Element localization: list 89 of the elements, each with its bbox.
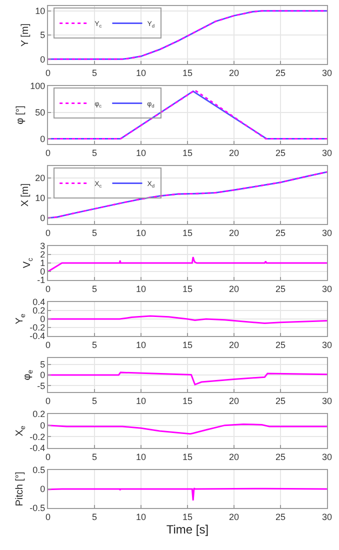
y-tick-label: -5 [37,380,46,391]
x-tick-label: 10 [136,512,146,522]
y-tick-label: -0.2 [30,432,46,442]
x-tick-label: 5 [92,396,98,406]
y-tick-label: -0.5 [30,503,46,514]
y-tick-label: 1 [40,258,46,268]
line-series [48,171,327,219]
x-tick-label: 10 [136,68,146,78]
x-tick-label: 25 [275,228,286,238]
y-tick-label: -1 [37,275,46,286]
y-tick-label: 2 [40,250,46,260]
y-tick-label: 0 [40,370,46,380]
y-tick-label: 0 [40,314,46,324]
x-tick-label: 10 [136,452,146,462]
x-tick-label: 20 [228,284,240,294]
x-tick-label: 10 [136,284,146,294]
y-tick-label: 3 [40,241,46,252]
y-tick-label: 10 [35,6,46,16]
x-tick-label: 10 [136,340,146,350]
y-tick-label: 0 [40,213,46,224]
y-tick-label: -0.2 [30,322,46,333]
x-tick-label: 30 [322,452,332,462]
y-tick-label: 0 [40,266,46,277]
y-tick-label: 50 [35,108,46,118]
x-tick-label: 25 [275,284,286,294]
x-tick-label: 25 [275,452,286,462]
x-tick-label: 15 [182,228,193,238]
line-series [48,423,327,435]
y-tick-label: 0.2 [32,306,46,316]
x-tick-label: 20 [228,68,240,78]
x-tick-label: 30 [322,284,332,294]
x-tick-label: 5 [92,340,98,350]
y-tick-label: 10 [35,193,46,204]
x-tick-label: 5 [92,68,98,78]
y-tick-label: -0.4 [30,331,46,342]
x-tick-label: 15 [182,452,193,462]
x-tick-label: 10 [136,148,146,158]
line-series [48,256,327,272]
line-series [48,487,327,502]
y-tick-label: 0 [40,134,46,144]
x-tick-label: 30 [322,148,332,158]
x-tick-label: 20 [228,512,240,522]
y-tick-label: 0.2 [32,409,46,420]
x-tick-label: 25 [275,396,286,406]
x-tick-label: 30 [322,228,332,238]
x-axis-title: Time [s] [166,522,209,537]
y-tick-label: 0.4 [32,297,46,308]
x-tick-label: 10 [136,396,146,406]
x-tick-label: 30 [322,68,332,78]
y-axis-title: X [m] [20,183,32,207]
x-tick-label: 20 [228,396,240,406]
x-tick-label: 15 [182,512,193,522]
y-tick-label: 5 [40,360,46,370]
x-tick-label: 5 [92,452,98,462]
x-tick-label: 15 [182,396,193,406]
x-tick-label: 20 [228,452,240,462]
x-tick-label: 25 [275,68,286,78]
x-tick-label: 20 [228,228,240,238]
x-tick-label: 15 [182,68,193,78]
y-tick-label: 0.5 [32,465,46,476]
y-tick-label: 5 [40,30,46,40]
y-axis-title: φ [°] [15,105,26,124]
y-tick-label: 0 [40,484,46,494]
x-tick-label: 5 [92,148,98,158]
x-tick-label: 25 [275,148,286,158]
x-tick-label: 15 [182,148,193,158]
line-series [48,315,327,324]
x-tick-label: 30 [322,512,332,522]
x-tick-label: 5 [92,284,98,294]
x-tick-label: 20 [228,148,240,158]
x-tick-label: 15 [182,284,193,294]
y-tick-label: 100 [30,81,46,92]
x-tick-label: 5 [92,228,98,238]
y-axis-title: Y [m] [20,23,32,47]
line-series [48,10,327,60]
x-tick-label: 30 [322,396,332,406]
x-tick-label: 10 [136,228,146,238]
x-tick-label: 15 [182,340,193,350]
x-tick-label: 20 [228,340,240,350]
x-tick-label: 25 [275,340,286,350]
x-tick-label: 5 [92,512,98,522]
y-tick-label: 0 [40,54,46,64]
y-tick-label: 20 [35,173,46,184]
y-tick-label: 0 [40,420,46,430]
x-tick-label: 30 [322,340,332,350]
x-tick-label: 25 [275,512,286,522]
y-axis-title: Pitch [°] [14,472,26,506]
y-tick-label: -0.4 [30,443,46,454]
line-series [48,372,327,386]
